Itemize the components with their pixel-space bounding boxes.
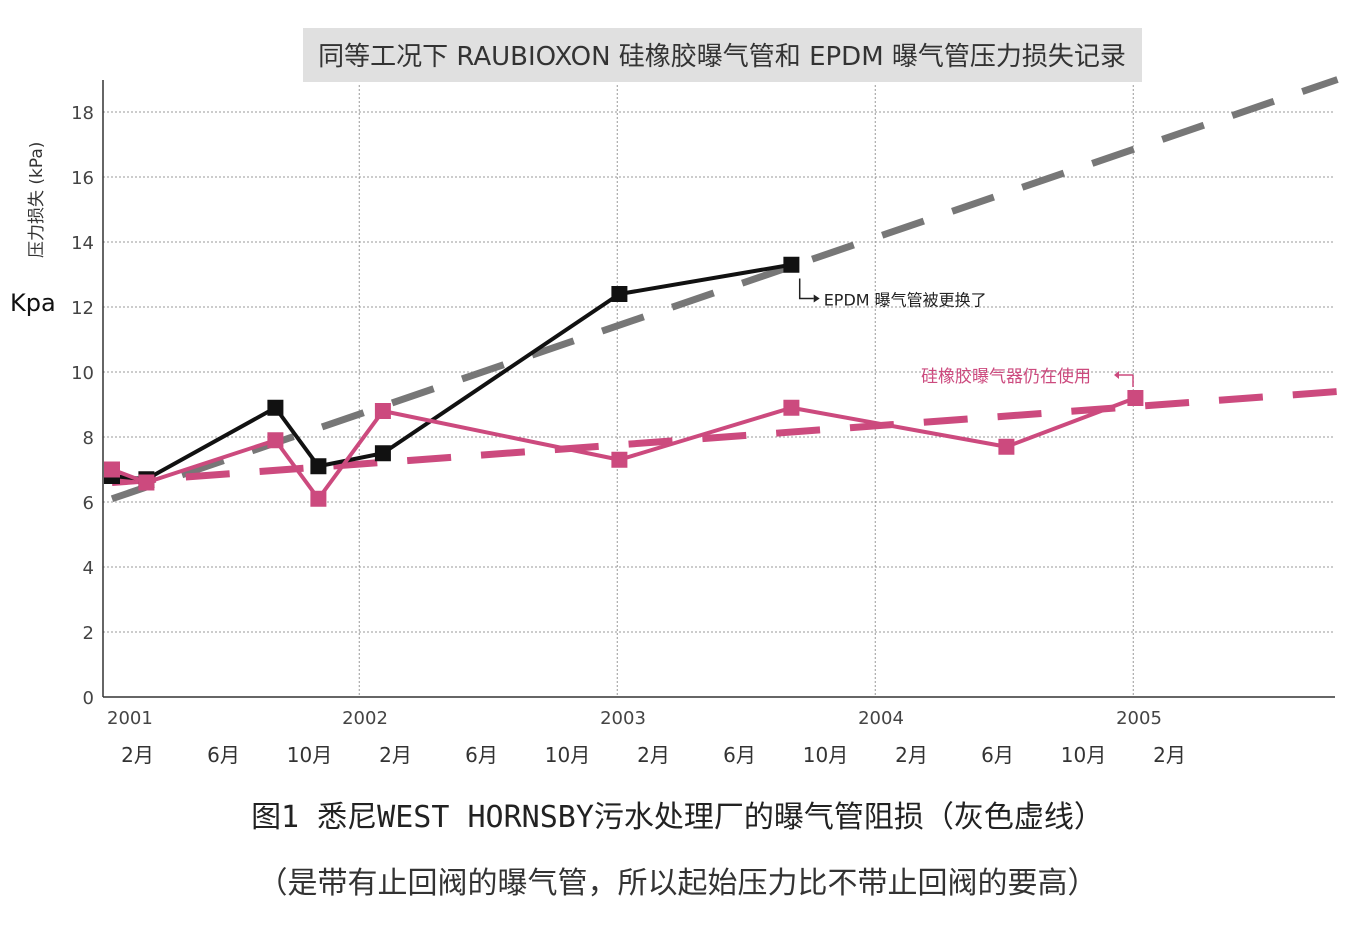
y-tick-label: 18 <box>71 103 94 124</box>
data-point-marker <box>374 403 391 419</box>
y-axis-unit: Kpa <box>10 289 56 317</box>
figure-caption: 图1 悉尼WEST HORNSBY污水处理厂的曝气管阻损（灰色虚线） <box>251 800 1104 835</box>
annotation-arrow <box>798 278 814 300</box>
y-tick-label: 10 <box>71 363 94 384</box>
data-point-marker <box>1127 390 1144 406</box>
x-month-label: 2月 <box>637 743 670 767</box>
data-point-marker <box>783 399 800 416</box>
x-year-label: 2005 <box>1116 708 1162 729</box>
y-tick-label: 8 <box>83 428 94 449</box>
data-point-marker <box>138 474 155 491</box>
chart-title-box <box>303 28 1142 82</box>
data-point-marker <box>104 461 120 478</box>
y-axis-label: 压力损失 (kPa) <box>27 142 47 258</box>
annotation-label: 硅橡胶曝气器仍在使用 <box>921 366 1091 387</box>
x-month-label: 6月 <box>723 743 756 767</box>
x-month-label: 10月 <box>803 743 848 767</box>
x-month-label: 6月 <box>207 743 240 767</box>
trend-line <box>110 76 1339 503</box>
y-tick-label: 4 <box>83 558 94 579</box>
data-point-marker <box>267 432 284 449</box>
data-point-marker <box>611 286 628 302</box>
annotation-arrowhead <box>1114 371 1119 379</box>
x-year-label: 2001 <box>107 708 153 729</box>
chart-svg: 同等工况下 RAUBIOXON 硅橡胶曝气管和 EPDM 曝气管压力损失记录02… <box>10 28 1339 767</box>
data-point-marker <box>374 445 391 462</box>
chart-title: 同等工况下 RAUBIOXON 硅橡胶曝气管和 EPDM 曝气管压力损失记录 <box>318 42 1126 72</box>
x-month-label: 2月 <box>379 743 412 767</box>
data-point-marker <box>310 490 327 507</box>
x-year-label: 2004 <box>858 708 904 729</box>
x-month-label: 6月 <box>981 743 1014 767</box>
x-year-label: 2003 <box>600 708 646 729</box>
data-point-marker <box>998 438 1015 455</box>
x-month-label: 10月 <box>287 743 332 767</box>
annotation-arrowhead <box>813 294 820 303</box>
y-tick-label: 2 <box>83 623 94 644</box>
y-tick-label: 16 <box>71 168 94 189</box>
figure-subcaption: （是带有止回阀的曝气管，所以起始压力比不带止回阀的要高） <box>257 866 1098 901</box>
x-month-label: 10月 <box>1061 743 1106 767</box>
trend-line <box>111 388 1338 486</box>
x-month-label: 2月 <box>1153 743 1186 767</box>
x-month-label: 10月 <box>545 743 590 767</box>
data-point-marker <box>267 399 284 416</box>
x-year-label: 2002 <box>342 708 388 729</box>
x-month-label: 2月 <box>121 743 154 767</box>
y-tick-label: 0 <box>83 688 94 709</box>
annotation-label: EPDM 曝气管被更换了 <box>824 291 987 310</box>
data-point-marker <box>783 256 800 273</box>
y-tick-label: 12 <box>71 298 94 319</box>
x-month-label: 2月 <box>895 743 928 767</box>
data-point-marker <box>611 451 628 468</box>
y-tick-label: 6 <box>83 493 94 514</box>
y-tick-label: 14 <box>71 233 94 254</box>
x-month-label: 6月 <box>465 743 498 767</box>
data-point-marker <box>310 458 327 475</box>
